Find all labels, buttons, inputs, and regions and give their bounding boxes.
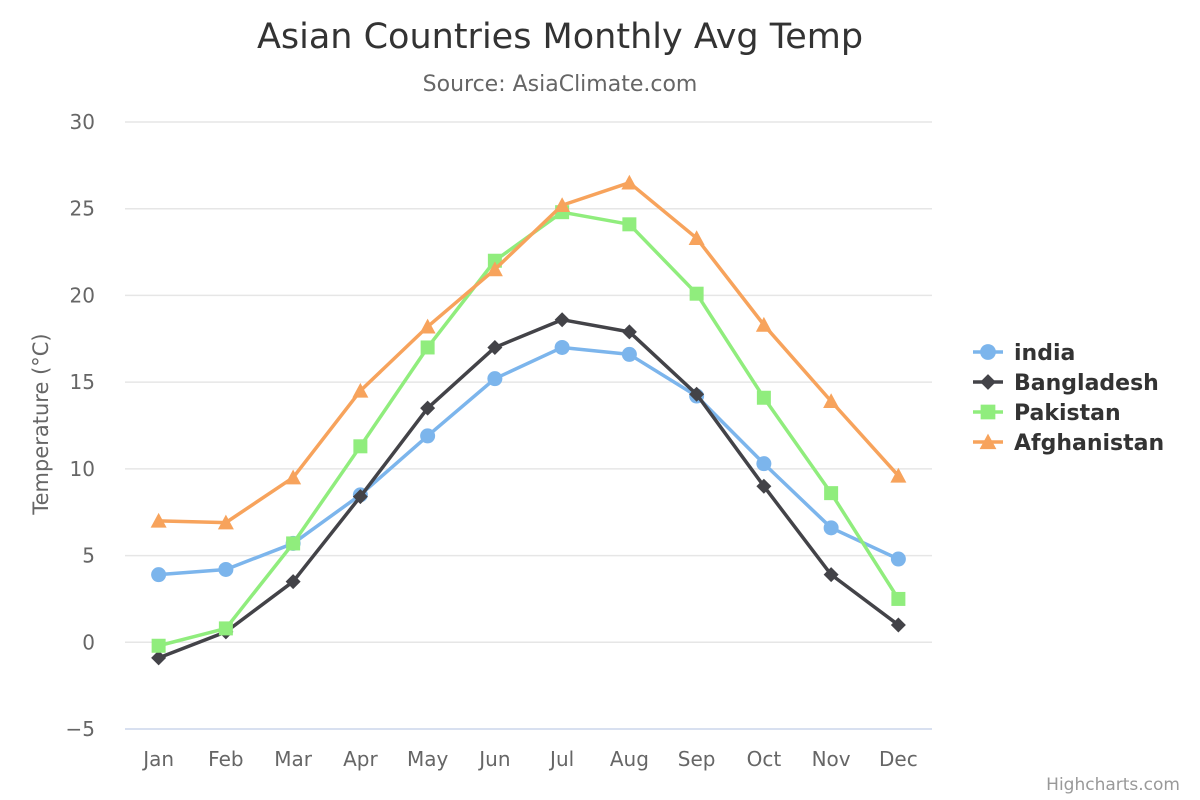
legend-marker-icon[interactable] bbox=[979, 433, 997, 450]
x-tick-label: Mar bbox=[274, 747, 313, 771]
data-point[interactable] bbox=[622, 217, 637, 232]
series-line[interactable] bbox=[156, 210, 901, 648]
y-tick-label: 15 bbox=[70, 370, 95, 394]
x-tick-label: May bbox=[407, 747, 449, 771]
y-axis-title: Temperature (°C) bbox=[29, 333, 53, 515]
data-point[interactable] bbox=[420, 340, 435, 355]
data-point[interactable] bbox=[218, 621, 233, 636]
data-point[interactable] bbox=[689, 286, 704, 301]
data-point[interactable] bbox=[151, 638, 166, 653]
legend[interactable]: india Bangladesh Pakistan Afghanistan bbox=[973, 341, 1164, 456]
series-line[interactable] bbox=[156, 180, 901, 525]
y-tick-label: 10 bbox=[70, 457, 95, 481]
data-point[interactable] bbox=[824, 486, 839, 501]
data-point[interactable] bbox=[150, 512, 167, 528]
x-tick-label: Jun bbox=[477, 747, 510, 771]
legend-marker-icon[interactable] bbox=[980, 344, 996, 360]
x-tick-label: Dec bbox=[879, 747, 918, 771]
data-point[interactable] bbox=[823, 520, 839, 536]
data-point[interactable] bbox=[285, 469, 302, 485]
series-line[interactable] bbox=[156, 345, 901, 577]
x-tick-label: Jan bbox=[141, 747, 174, 771]
series-layer bbox=[150, 174, 907, 666]
data-point[interactable] bbox=[891, 591, 906, 606]
data-point[interactable] bbox=[756, 478, 772, 494]
legend-label: india bbox=[1014, 341, 1075, 366]
data-point[interactable] bbox=[420, 428, 436, 444]
series-afghanistan bbox=[150, 174, 907, 530]
data-point[interactable] bbox=[419, 318, 436, 334]
x-tick-label: Feb bbox=[208, 747, 243, 771]
data-point[interactable] bbox=[151, 650, 167, 666]
data-point[interactable] bbox=[217, 514, 234, 530]
grid-lines bbox=[125, 121, 932, 730]
data-point[interactable] bbox=[352, 489, 368, 505]
legend-item-pakistan[interactable]: Pakistan bbox=[973, 401, 1121, 426]
data-point[interactable] bbox=[218, 561, 234, 577]
data-point[interactable] bbox=[621, 174, 638, 190]
credits-link[interactable]: Highcharts.com bbox=[1046, 775, 1180, 795]
y-tick-label: −5 bbox=[66, 717, 95, 741]
chart-title: Asian Countries Monthly Avg Temp bbox=[257, 17, 863, 57]
y-axis-ticks: −5 0 5 10 15 20 25 30 bbox=[66, 110, 95, 741]
data-point[interactable] bbox=[554, 197, 571, 213]
y-tick-label: 0 bbox=[82, 630, 95, 654]
data-point[interactable] bbox=[554, 339, 570, 355]
data-point[interactable] bbox=[755, 316, 772, 332]
series-india bbox=[151, 339, 906, 583]
y-tick-label: 20 bbox=[70, 283, 95, 307]
legend-label: Pakistan bbox=[1014, 401, 1121, 426]
data-point[interactable] bbox=[823, 567, 839, 583]
series-pakistan bbox=[151, 205, 906, 653]
data-point[interactable] bbox=[890, 467, 907, 483]
data-point[interactable] bbox=[285, 574, 301, 590]
data-point[interactable] bbox=[420, 400, 436, 416]
x-tick-label: Aug bbox=[610, 747, 649, 771]
legend-item-bangladesh[interactable]: Bangladesh bbox=[973, 371, 1159, 396]
data-point[interactable] bbox=[890, 617, 906, 633]
data-point[interactable] bbox=[756, 456, 772, 472]
x-tick-label: Jul bbox=[548, 747, 574, 771]
legend-marker-icon[interactable] bbox=[980, 374, 996, 390]
series-line[interactable] bbox=[156, 317, 901, 660]
data-point[interactable] bbox=[151, 567, 167, 583]
y-tick-label: 25 bbox=[70, 197, 95, 221]
data-point[interactable] bbox=[286, 536, 301, 551]
data-point[interactable] bbox=[688, 230, 705, 245]
x-tick-label: Nov bbox=[812, 747, 851, 771]
data-point[interactable] bbox=[554, 312, 570, 328]
x-axis-ticks: Jan Feb Mar Apr May Jun Jul Aug Sep Oct Nov Dec bbox=[141, 747, 918, 771]
data-point[interactable] bbox=[486, 261, 503, 277]
chart-subtitle: Source: AsiaClimate.com bbox=[423, 72, 698, 97]
data-point[interactable] bbox=[353, 439, 368, 454]
x-tick-label: Apr bbox=[343, 747, 378, 771]
data-point[interactable] bbox=[890, 551, 906, 567]
data-point[interactable] bbox=[487, 339, 503, 355]
data-point[interactable] bbox=[487, 371, 503, 387]
data-point[interactable] bbox=[756, 390, 771, 405]
data-point[interactable] bbox=[823, 393, 840, 409]
legend-item-india[interactable]: india bbox=[973, 341, 1075, 366]
legend-item-afghanistan[interactable]: Afghanistan bbox=[973, 431, 1164, 456]
x-tick-label: Oct bbox=[747, 747, 782, 771]
y-tick-label: 30 bbox=[70, 110, 95, 134]
data-point[interactable] bbox=[352, 382, 369, 398]
legend-marker-icon[interactable] bbox=[980, 404, 996, 420]
data-point[interactable] bbox=[621, 324, 637, 340]
legend-label: Bangladesh bbox=[1014, 371, 1159, 396]
y-tick-label: 5 bbox=[82, 544, 95, 568]
x-tick-label: Sep bbox=[678, 747, 716, 771]
legend-label: Afghanistan bbox=[1014, 431, 1164, 456]
data-point[interactable] bbox=[689, 386, 705, 402]
data-point[interactable] bbox=[621, 346, 637, 362]
